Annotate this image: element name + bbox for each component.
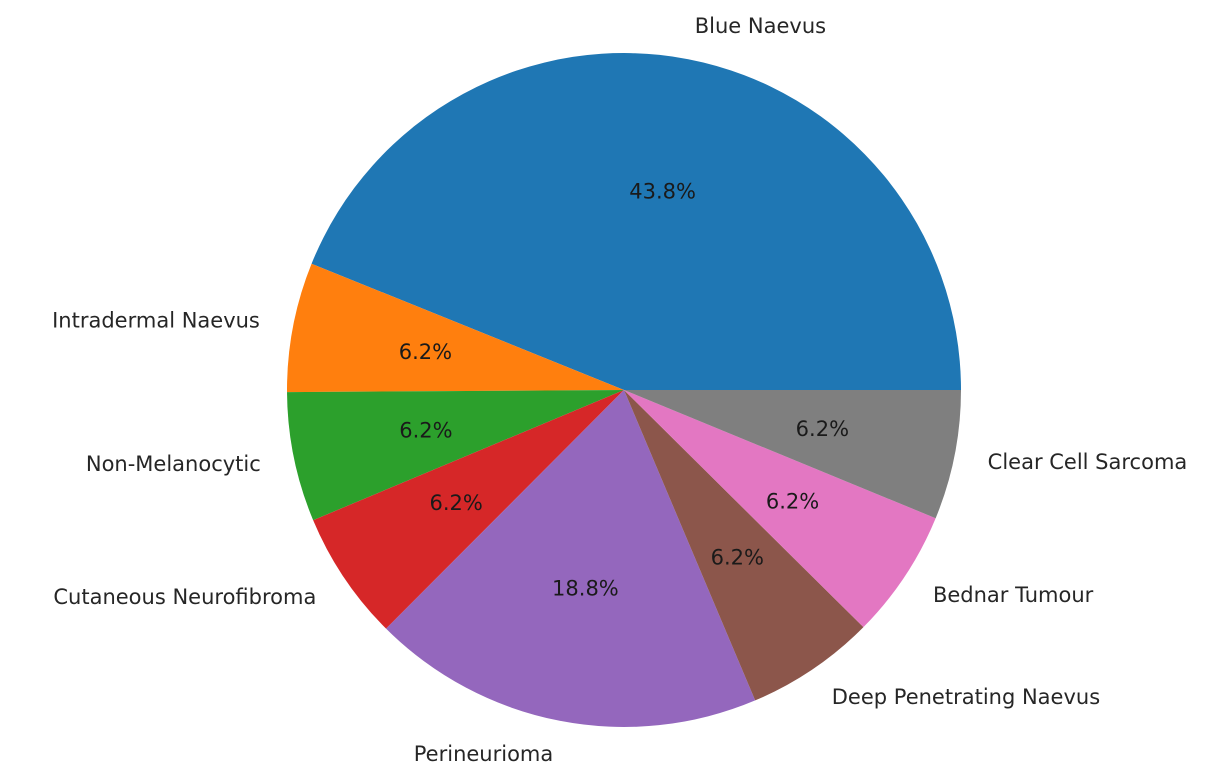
category-label-clear-cell-sarcoma: Clear Cell Sarcoma xyxy=(988,450,1188,474)
pie-slice-deep-penetrating-naevus xyxy=(624,390,864,701)
percent-label-deep-penetrating-naevus: 6.2% xyxy=(711,545,764,569)
pie-slice-non-melanocytic xyxy=(287,390,624,521)
percent-label-non-melanocytic: 6.2% xyxy=(399,418,452,442)
percent-label-bednar-tumour: 6.2% xyxy=(766,490,819,514)
category-label-non-melanocytic: Non-Melanocytic xyxy=(86,452,261,476)
pie-slice-blue-naevus xyxy=(311,53,961,390)
category-label-bednar-tumour: Bednar Tumour xyxy=(933,583,1094,607)
percent-label-intradermal-naevus: 6.2% xyxy=(399,340,452,364)
category-label-intradermal-naevus: Intradermal Naevus xyxy=(52,308,260,332)
category-label-deep-penetrating-naevus: Deep Penetrating Naevus xyxy=(832,685,1100,709)
percent-label-perineurioma: 18.8% xyxy=(552,576,619,600)
percent-labels: 43.8% 6.2% 6.2% 6.2% 18.8% 6.2% 6.2% 6.2% xyxy=(399,180,849,601)
category-labels: Blue Naevus Intradermal Naevus Non-Melanoc… xyxy=(52,14,1187,766)
pie-slices xyxy=(287,53,961,728)
pie-slice-clear-cell-sarcoma xyxy=(624,390,961,519)
pie-slice-cutaneous-neurofibroma xyxy=(313,390,624,629)
percent-label-clear-cell-sarcoma: 6.2% xyxy=(796,417,849,441)
pie-slice-bednar-tumour xyxy=(624,390,936,628)
category-label-perineurioma: Perineurioma xyxy=(414,742,553,766)
category-label-cutaneous-neurofibroma: Cutaneous Neurofibroma xyxy=(53,585,316,609)
category-label-blue-naevus: Blue Naevus xyxy=(695,14,826,38)
pie-slice-perineurioma xyxy=(386,390,756,728)
percent-label-blue-naevus: 43.8% xyxy=(629,180,696,204)
percent-label-cutaneous-neurofibroma: 6.2% xyxy=(430,491,483,515)
pie-slice-intradermal-naevus xyxy=(287,263,624,393)
